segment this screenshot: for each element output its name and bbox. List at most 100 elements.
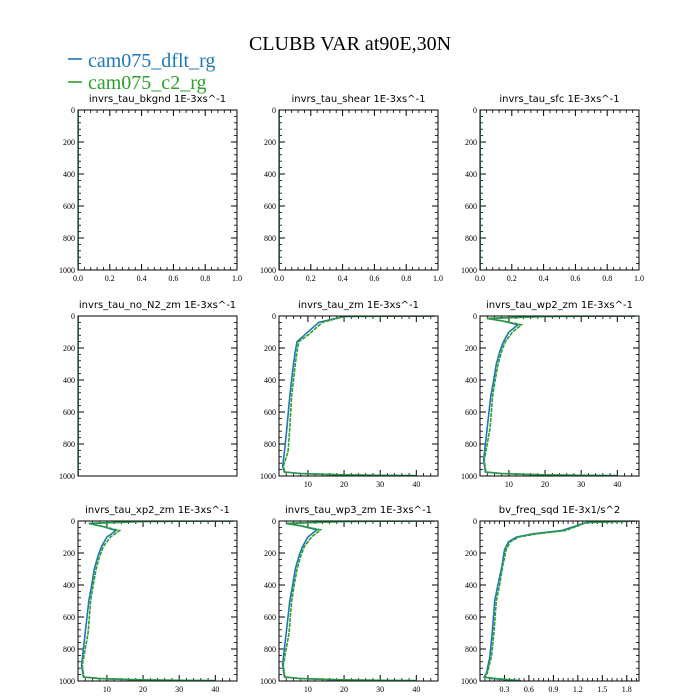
- y-tick-label: 200: [63, 549, 75, 558]
- series-line-cam075_c2_rg: [81, 521, 234, 681]
- y-tick-label: 200: [63, 344, 75, 353]
- y-tick-label: 0: [71, 106, 75, 115]
- y-tick-label: 0: [71, 517, 75, 526]
- x-tick-label: 0.9: [548, 685, 558, 694]
- y-tick-label: 600: [63, 613, 75, 622]
- y-tick-label: 400: [264, 581, 276, 590]
- series-line-cam075_c2_rg: [282, 521, 435, 681]
- panel-title-4: invrs_tau_zm 1E-3xs^-1: [298, 300, 419, 311]
- x-tick-label: 0.6: [168, 274, 178, 283]
- y-tick-label: 0: [473, 312, 477, 321]
- y-tick-label: 400: [465, 376, 477, 385]
- x-tick-label: 20: [340, 480, 348, 489]
- y-tick-label: 1000: [59, 472, 75, 481]
- panel-title-8: bv_freq_sqd 1E-3x1/s^2: [499, 505, 621, 516]
- x-tick-label: 0.4: [338, 274, 348, 283]
- x-tick-label: 0.3: [499, 685, 509, 694]
- y-tick-label: 600: [63, 202, 75, 211]
- y-tick-label: 200: [465, 344, 477, 353]
- y-tick-label: 400: [63, 170, 75, 179]
- x-tick-label: 30: [376, 480, 384, 489]
- legend-label-1: cam075_c2_rg: [88, 72, 207, 94]
- y-tick-label: 400: [264, 170, 276, 179]
- x-tick-label: 0.0: [73, 274, 83, 283]
- x-tick-label: 0.0: [475, 274, 485, 283]
- figure-title: CLUBB VAR at90E,30N: [249, 33, 451, 55]
- x-tick-label: 0.6: [524, 685, 534, 694]
- y-tick-label: 0: [272, 517, 276, 526]
- x-tick-label: 30: [175, 685, 183, 694]
- x-tick-label: 0.2: [507, 274, 517, 283]
- x-tick-label: 0.4: [137, 274, 147, 283]
- y-tick-label: 200: [63, 138, 75, 147]
- x-tick-label: 0.2: [105, 274, 115, 283]
- y-tick-label: 800: [63, 440, 75, 449]
- x-tick-label: 0.0: [274, 274, 284, 283]
- x-tick-label: 0.8: [602, 274, 612, 283]
- y-tick-label: 0: [473, 517, 477, 526]
- y-tick-label: 800: [63, 645, 75, 654]
- x-tick-label: 0.6: [369, 274, 379, 283]
- y-tick-label: 600: [465, 202, 477, 211]
- x-tick-label: 40: [613, 480, 621, 489]
- plot-frame: [479, 520, 640, 682]
- y-tick-label: 800: [63, 234, 75, 243]
- x-tick-label: 10: [304, 685, 312, 694]
- x-tick-label: 1.0: [232, 274, 242, 283]
- chart-panel-0: invrs_tau_bkgnd 1E-3xs^-1 0 200 400 600 800 10…: [59, 94, 242, 283]
- x-tick-label: 40: [412, 685, 420, 694]
- x-tick-label: 20: [340, 685, 348, 694]
- y-tick-label: 0: [473, 106, 477, 115]
- y-tick-label: 600: [264, 408, 276, 417]
- plot-frame: [479, 109, 640, 271]
- y-tick-label: 0: [71, 312, 75, 321]
- x-tick-label: 30: [376, 685, 384, 694]
- chart-panel-1: invrs_tau_shear 1E-3xs^-1 0 200 400 600 800 10…: [260, 94, 443, 283]
- y-tick-label: 200: [465, 138, 477, 147]
- x-tick-label: 20: [139, 685, 147, 694]
- x-tick-label: 0.8: [401, 274, 411, 283]
- x-tick-label: 1.0: [433, 274, 443, 283]
- y-tick-label: 800: [465, 645, 477, 654]
- y-tick-label: 800: [264, 440, 276, 449]
- y-tick-label: 0: [272, 106, 276, 115]
- y-tick-label: 600: [63, 408, 75, 417]
- panel-title-5: invrs_tau_wp2_zm 1E-3xs^-1: [486, 300, 633, 311]
- series-line-cam075_c2_rg: [483, 316, 636, 476]
- series-line-cam075_dflt_rg: [482, 316, 636, 476]
- y-tick-label: 600: [264, 202, 276, 211]
- chart-panel-4: invrs_tau_zm 1E-3xs^-1 0 200 400 600 800 1000 1…: [260, 300, 439, 489]
- chart-panel-6: invrs_tau_xp2_zm 1E-3xs^-1 0 200 400 600 800 1…: [59, 505, 238, 694]
- y-tick-label: 600: [465, 408, 477, 417]
- x-tick-label: 0.2: [306, 274, 316, 283]
- x-tick-label: 10: [304, 480, 312, 489]
- y-tick-label: 800: [264, 234, 276, 243]
- x-tick-label: 20: [541, 480, 549, 489]
- y-tick-label: 200: [264, 344, 276, 353]
- x-tick-label: 1.5: [597, 685, 607, 694]
- x-tick-label: 30: [577, 480, 585, 489]
- y-tick-label: 800: [465, 234, 477, 243]
- y-tick-label: 400: [264, 376, 276, 385]
- plot-frame: [278, 109, 439, 271]
- x-tick-label: 40: [412, 480, 420, 489]
- panel-title-1: invrs_tau_shear 1E-3xs^-1: [292, 94, 426, 105]
- chart-panel-5: invrs_tau_wp2_zm 1E-3xs^-1 0 200 400 600 800 1…: [461, 300, 640, 489]
- y-tick-label: 200: [264, 549, 276, 558]
- y-tick-label: 600: [465, 613, 477, 622]
- x-tick-label: 1.2: [573, 685, 583, 694]
- panel-title-7: invrs_tau_wp3_zm 1E-3xs^-1: [285, 505, 432, 516]
- y-tick-label: 200: [264, 138, 276, 147]
- y-tick-label: 1000: [260, 472, 276, 481]
- x-tick-label: 10: [505, 480, 513, 489]
- y-tick-label: 400: [63, 581, 75, 590]
- x-tick-label: 0.6: [570, 274, 580, 283]
- panel-title-2: invrs_tau_sfc 1E-3xs^-1: [499, 94, 619, 105]
- x-tick-label: 10: [103, 685, 111, 694]
- panel-title-3: invrs_tau_no_N2_zm 1E-3xs^-1: [79, 300, 236, 311]
- y-tick-label: 1000: [461, 472, 477, 481]
- series-line-cam075_dflt_rg: [281, 521, 435, 681]
- y-tick-label: 0: [272, 312, 276, 321]
- panel-title-6: invrs_tau_xp2_zm 1E-3xs^-1: [85, 505, 230, 516]
